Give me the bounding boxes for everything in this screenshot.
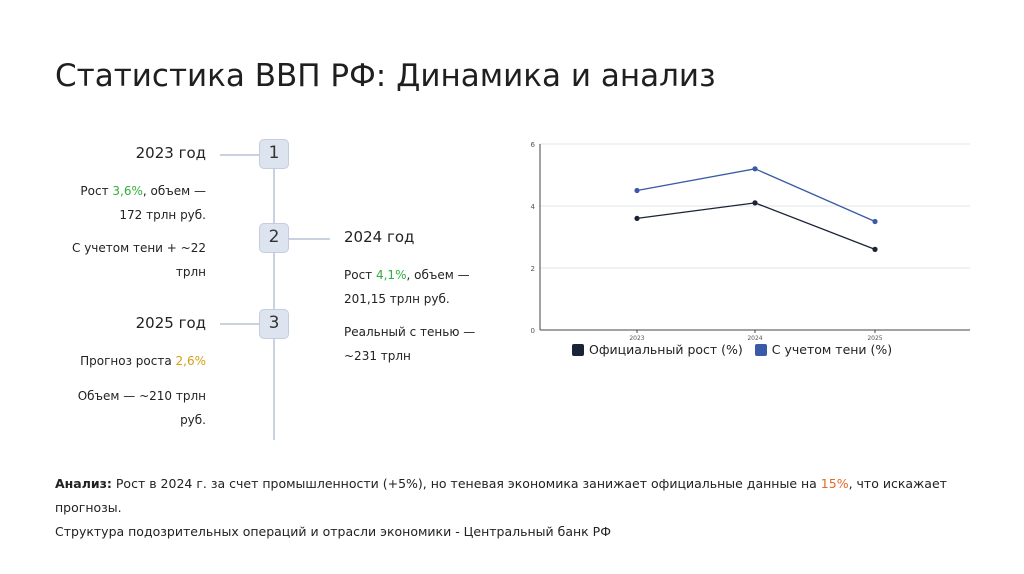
timeline-marker-2: 2 (259, 223, 289, 253)
analysis-text: Анализ: Рост в 2024 г. за счет промышлен… (55, 476, 947, 515)
year-2023-growth: Рост 3,6%, объем — 172 трлн руб. (80, 184, 206, 222)
data-point-1-2 (872, 218, 878, 225)
data-point-0-1 (752, 200, 758, 206)
page-title: Статистика ВВП РФ: Динамика и анализ (55, 58, 716, 94)
year-2024-heading: 2024 год (344, 228, 415, 246)
year-2023-heading: 2023 год (135, 144, 206, 162)
legend-item-official: Официальный рост (%) (572, 342, 743, 357)
x-tick-label: 2025 (867, 335, 882, 342)
year-2025-forecast: Прогноз роста 2,6% (80, 354, 207, 368)
forecast-2025-value: 2,6% (175, 354, 207, 368)
analysis-block: Анализ: Рост в 2024 г. за счет промышлен… (55, 472, 955, 544)
timeline-connector-3 (220, 323, 274, 325)
timeline-marker-3: 3 (259, 309, 289, 339)
data-point-0-0 (634, 215, 640, 221)
data-point-1-0 (634, 187, 640, 194)
data-point-0-2 (872, 246, 878, 252)
timeline-line (273, 160, 275, 440)
year-2023-shadow: С учетом тени + ~22 трлн (72, 241, 206, 279)
y-tick-label: 0 (531, 327, 535, 335)
legend-item-shadow: С учетом тени (%) (754, 342, 892, 357)
timeline-marker-1: 1 (259, 139, 289, 169)
growth-2024-value: 4,1% (375, 268, 407, 282)
legend-swatch-shadow (754, 343, 767, 356)
y-tick-label: 2 (531, 265, 535, 273)
y-tick-label: 4 (531, 203, 536, 211)
year-2024-shadow: Реальный с тенью — ~231 трлн (344, 325, 476, 363)
year-2025-heading: 2025 год (135, 314, 206, 332)
year-2025-volume: Объем — ~210 трлн руб. (77, 389, 206, 427)
data-point-1-1 (752, 166, 758, 172)
timeline-connector-2 (275, 238, 330, 240)
analysis-highlight: 15% (820, 476, 849, 491)
year-2024-growth: Рост 4,1%, объем — 201,15 трлн руб. (344, 268, 470, 306)
x-tick-label: 2023 (629, 335, 644, 342)
x-tick-label: 2024 (747, 335, 762, 342)
series-line-0 (636, 202, 876, 251)
growth-2023-value: 3,6% (112, 184, 143, 198)
analysis-source: Структура подозрительных операций и отра… (55, 524, 611, 539)
chart-legend: Официальный рост (%) С учетом тени (%) (572, 342, 892, 357)
timeline-connector-1 (220, 154, 274, 156)
legend-swatch-official (572, 343, 584, 356)
y-tick-label: 6 (531, 141, 536, 149)
